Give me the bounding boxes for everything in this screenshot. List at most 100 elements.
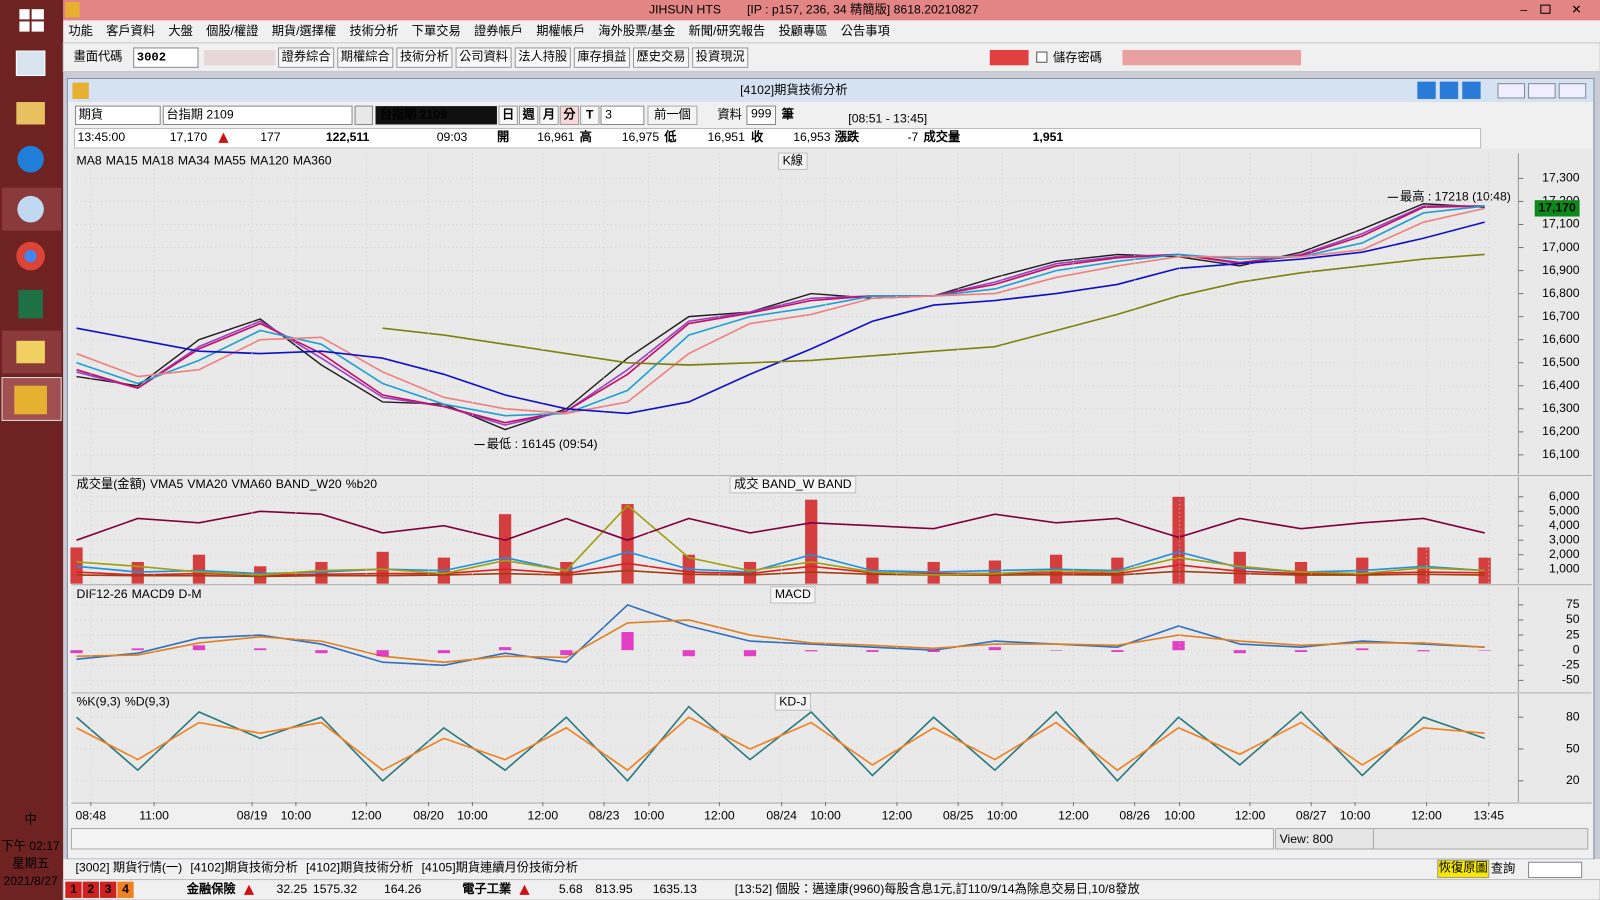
legend-entry: VMA5 [150, 477, 184, 491]
app-icon[interactable] [18, 289, 43, 319]
page-button[interactable] [117, 881, 134, 898]
tab[interactable]: [3002] 期貨行情(一) [76, 861, 183, 875]
minimize[interactable]: – [1520, 2, 1527, 16]
prev-button[interactable] [647, 105, 698, 125]
tab[interactable]: [4105]期貨連續月份技術分析 [422, 860, 578, 875]
menu-item[interactable]: 投顧專區 [779, 23, 828, 38]
legend-entry: MA15 [106, 153, 138, 167]
toolbar-button[interactable] [455, 47, 512, 68]
window-button[interactable] [1417, 81, 1436, 99]
menu-item[interactable]: 下單交易 [412, 23, 461, 38]
toolbar-button[interactable] [692, 47, 749, 68]
period-button[interactable] [559, 105, 580, 125]
app-icon[interactable] [15, 50, 46, 77]
menu-item[interactable]: 證券帳戶 [474, 23, 523, 38]
page-button[interactable] [100, 881, 117, 898]
window-title: [4102]期貨技術分析 [740, 83, 847, 97]
legend-entry: 成交量(金額) [77, 476, 146, 491]
window-minimize[interactable] [1497, 83, 1525, 99]
page-button[interactable] [65, 881, 82, 898]
contract-input[interactable] [162, 105, 353, 125]
panel-label: K線 [783, 152, 803, 167]
flag-icons[interactable] [989, 50, 1029, 66]
field-value: 1,951 [1033, 130, 1064, 144]
checkbox[interactable] [1036, 51, 1048, 63]
period-button[interactable] [498, 105, 518, 125]
query-input[interactable] [1528, 861, 1583, 879]
menu-item[interactable]: 新聞/研究報告 [688, 23, 765, 38]
menu-item[interactable]: 海外股票/基金 [598, 23, 675, 38]
toolbar-button-label: 期權綜合 [341, 48, 390, 63]
bar [254, 648, 267, 651]
window-button[interactable] [1439, 81, 1459, 99]
toolbar-button[interactable] [514, 47, 571, 68]
code-input[interactable] [133, 47, 199, 68]
app-icon[interactable] [17, 145, 44, 173]
field-value: 16,961 [537, 130, 575, 144]
bar [70, 650, 83, 654]
window-maximize[interactable] [1528, 83, 1556, 99]
prev-label: 前一個 [654, 107, 691, 122]
toolbar-button[interactable] [633, 47, 690, 68]
period-button[interactable] [518, 105, 539, 125]
series-line [76, 619, 1485, 664]
menu-item[interactable]: 期貨/選擇權 [272, 23, 337, 38]
y-tick-label: 2,000 [1549, 547, 1580, 561]
market-select[interactable] [75, 105, 161, 125]
y-tick-label: 0 [1573, 642, 1580, 656]
panel-label-box [774, 693, 812, 711]
interval-select[interactable] [600, 105, 645, 125]
menu-item[interactable]: 功能 [68, 24, 92, 38]
toolbar-button[interactable] [278, 47, 335, 68]
period-button[interactable] [580, 105, 600, 125]
field-label: 低 [663, 129, 677, 144]
index-value: 1575.32 [313, 882, 357, 896]
tab[interactable]: [4102]期貨技術分析 [306, 861, 413, 875]
period-label: 週 [521, 107, 535, 122]
period-button[interactable] [539, 105, 559, 125]
x-tick-label: 10:00 [457, 809, 488, 823]
start-icon[interactable] [19, 9, 44, 32]
bar [621, 632, 634, 651]
restore[interactable] [1540, 4, 1551, 14]
window-button[interactable] [1462, 81, 1481, 99]
x-tick-label: 12:00 [882, 809, 913, 823]
count-input[interactable] [746, 105, 777, 125]
legend-entry: MA18 [142, 153, 174, 167]
chart-tools[interactable] [1372, 828, 1589, 850]
tool-icons[interactable] [204, 50, 276, 66]
bar [70, 547, 83, 584]
restore-button[interactable] [1437, 859, 1490, 879]
series-line [76, 603, 1485, 667]
title-bar [63, 0, 1600, 21]
y-tick-label: 16,500 [1542, 355, 1580, 369]
menu-item[interactable]: 個股/權證 [206, 23, 258, 38]
app-icon[interactable] [16, 340, 45, 364]
tool-icons[interactable] [1122, 50, 1302, 66]
tab[interactable]: [4102]期貨技術分析 [190, 861, 297, 875]
window-close[interactable] [1558, 83, 1587, 99]
y-tick-label: 16,200 [1542, 424, 1580, 438]
x-tick-label: 13:45 [1473, 809, 1504, 823]
app-icon[interactable] [17, 195, 44, 223]
x-tick-label: 08/25 [943, 809, 974, 823]
series-line [382, 253, 1485, 366]
menu-item[interactable]: 大盤 [168, 24, 192, 38]
y-tick-label: 80 [1566, 709, 1580, 723]
contract-value: 台指期 2109 [166, 107, 234, 122]
toolbar-button[interactable] [396, 47, 453, 68]
toolbar-button[interactable] [573, 47, 630, 68]
menu-item[interactable]: 技術分析 [350, 24, 399, 38]
menu-item[interactable]: 客戶資料 [106, 23, 155, 38]
menu-item[interactable]: 公告事項 [841, 24, 890, 38]
menu-item[interactable]: 期權帳戶 [536, 24, 585, 38]
page-button[interactable] [82, 881, 99, 898]
scrollbar[interactable] [70, 828, 1274, 850]
field-label: 漲跌 [835, 129, 860, 144]
app-icon[interactable] [16, 102, 45, 125]
y-tick-label: 16,700 [1542, 309, 1580, 323]
toolbar-button[interactable] [337, 47, 394, 68]
close[interactable]: ✕ [1571, 2, 1581, 16]
app-icon[interactable] [14, 385, 47, 415]
search-button[interactable] [354, 105, 373, 125]
